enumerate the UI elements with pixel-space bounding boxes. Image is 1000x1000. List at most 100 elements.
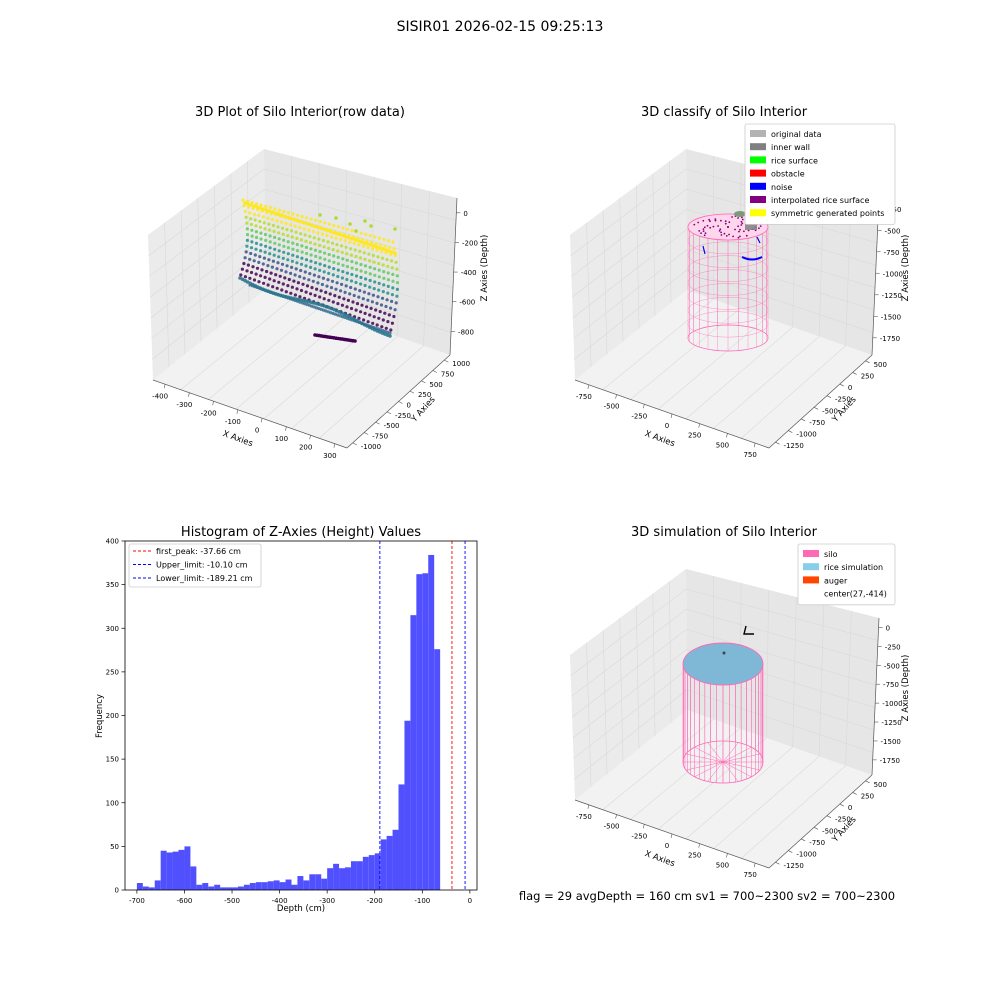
point xyxy=(352,293,356,298)
interpolated-point xyxy=(731,216,733,218)
point xyxy=(273,207,277,211)
interpolated-point xyxy=(739,235,741,238)
point xyxy=(291,253,295,257)
point xyxy=(323,257,327,261)
histogram-bar xyxy=(297,876,304,890)
point xyxy=(367,292,371,296)
point xyxy=(336,249,340,253)
wall-gridline xyxy=(148,168,457,256)
point xyxy=(318,250,322,254)
point xyxy=(336,255,340,259)
point xyxy=(390,321,394,325)
y-tick-label: 0 xyxy=(848,804,852,812)
point xyxy=(295,287,299,291)
point xyxy=(280,220,284,224)
interpolated-point xyxy=(709,226,712,229)
interpolated-point xyxy=(693,223,696,226)
raw-axis-ticks: -400-300-200-100010020030010007505002500… xyxy=(152,210,478,460)
point xyxy=(359,282,363,286)
interpolated-point xyxy=(712,225,715,228)
point xyxy=(273,247,277,251)
point xyxy=(380,325,384,329)
x-tick-mark xyxy=(698,423,701,428)
point xyxy=(321,276,325,280)
point xyxy=(276,212,281,216)
point xyxy=(270,265,274,269)
point xyxy=(335,243,339,247)
histogram-reference-lines xyxy=(379,541,466,890)
point xyxy=(325,284,329,288)
point xyxy=(270,210,275,214)
point xyxy=(373,235,377,239)
interpolated-point xyxy=(719,228,722,231)
point xyxy=(342,297,346,301)
point xyxy=(326,240,330,244)
point xyxy=(305,216,309,220)
y-tick-label: 300 xyxy=(106,625,119,633)
point xyxy=(271,223,275,228)
classify-legend-label: noise xyxy=(771,183,792,192)
point xyxy=(291,241,295,245)
histogram-bar xyxy=(166,852,173,890)
point xyxy=(332,230,336,235)
point xyxy=(316,225,321,230)
silo-floor-spoke xyxy=(722,753,761,763)
point xyxy=(263,232,268,237)
simulation-legend-label: auger xyxy=(824,576,848,585)
point xyxy=(391,272,395,276)
histogram-title: Histogram of Z-Axies (Height) Values xyxy=(181,525,421,540)
point xyxy=(368,265,372,269)
histogram-bar xyxy=(416,574,423,890)
point xyxy=(253,218,257,222)
point xyxy=(327,265,331,269)
x-tick-mark xyxy=(587,384,590,389)
histogram-bar xyxy=(374,853,381,890)
point xyxy=(258,225,263,229)
floor-gridline xyxy=(180,299,292,390)
point xyxy=(336,262,340,266)
interpolated-point xyxy=(723,232,726,235)
point xyxy=(363,283,367,288)
point xyxy=(252,204,256,208)
point xyxy=(282,238,286,242)
z-tick-label: -1750 xyxy=(880,335,900,343)
point xyxy=(332,254,336,258)
wall-gridline xyxy=(213,185,218,329)
y-tick-label: 750 xyxy=(441,371,454,379)
histogram-bar xyxy=(291,884,298,890)
classify-legend-label: obstacle xyxy=(771,170,805,179)
point xyxy=(302,227,306,231)
wall-gridline xyxy=(574,689,874,780)
point xyxy=(390,293,394,297)
point xyxy=(313,267,317,271)
x-tick-label: 0 xyxy=(255,426,259,434)
point xyxy=(299,232,303,236)
point xyxy=(345,305,349,309)
wall-gridline xyxy=(818,603,825,757)
y-tick-label: 350 xyxy=(106,581,119,589)
wall-gridline xyxy=(197,198,202,342)
y-tick-mark xyxy=(813,827,819,830)
point xyxy=(362,251,366,255)
histogram-bar xyxy=(434,649,441,890)
point xyxy=(359,269,363,273)
floor-gridline xyxy=(713,756,820,849)
z-tick-label: -250 xyxy=(885,643,901,651)
x-tick-mark xyxy=(615,394,617,399)
point xyxy=(272,279,276,283)
z-tick-label: -400 xyxy=(461,269,477,277)
point xyxy=(354,280,358,285)
point xyxy=(289,216,293,221)
interpolated-point xyxy=(698,230,701,232)
wall-gridline xyxy=(602,630,608,775)
z-tick-label: -600 xyxy=(459,299,475,307)
x-tick-label: -100 xyxy=(225,418,241,426)
point xyxy=(381,290,385,294)
point xyxy=(277,280,281,284)
point xyxy=(245,238,249,242)
classify-legend-swatch xyxy=(750,130,766,137)
point xyxy=(394,301,398,305)
histogram-bar xyxy=(267,881,274,890)
z-tick-label: -1250 xyxy=(881,719,901,727)
point xyxy=(330,241,335,245)
